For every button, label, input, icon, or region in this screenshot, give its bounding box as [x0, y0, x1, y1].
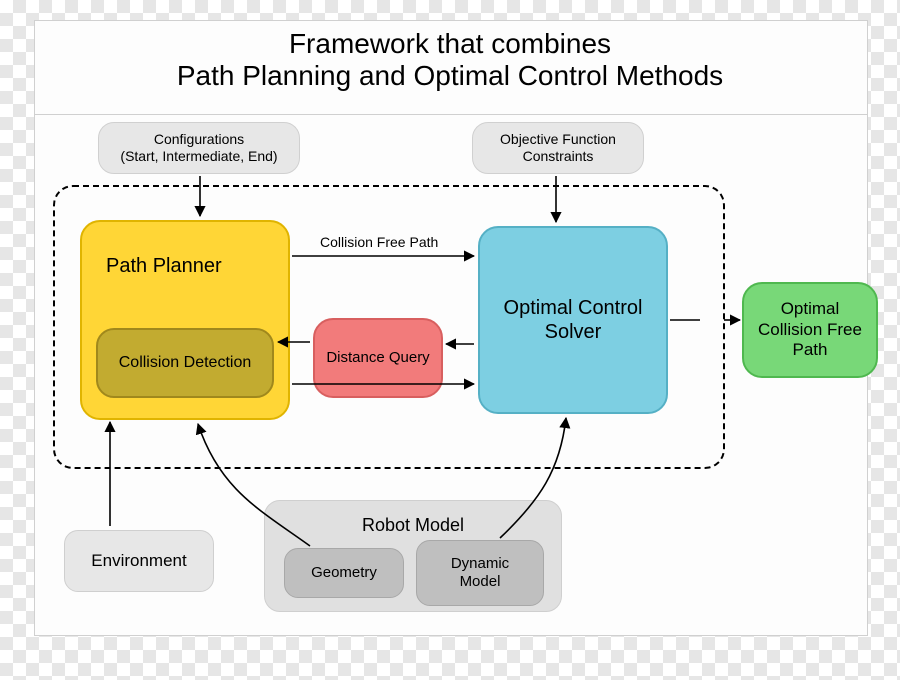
optimal-control-solver-node: Optimal Control Solver	[478, 226, 668, 414]
dynamic-model-node: Dynamic Model	[416, 540, 544, 606]
geometry-node: Geometry	[284, 548, 404, 598]
title-line-1: Framework that combines	[0, 28, 900, 60]
distance-query-node: Distance Query	[313, 318, 443, 398]
title-line-2: Path Planning and Optimal Control Method…	[0, 60, 900, 92]
configurations-chip: Configurations (Start, Intermediate, End…	[98, 122, 300, 174]
environment-node: Environment	[64, 530, 214, 592]
collision-detection-node: Collision Detection	[96, 328, 274, 398]
path-planner-label: Path Planner	[106, 254, 222, 278]
collision-free-path-edge-label: Collision Free Path	[320, 234, 438, 251]
robot-model-label: Robot Model	[265, 515, 561, 537]
output-node: Optimal Collision Free Path	[742, 282, 878, 378]
objective-function-chip: Objective Function Constraints	[472, 122, 644, 174]
diagram-title: Framework that combines Path Planning an…	[0, 28, 900, 92]
